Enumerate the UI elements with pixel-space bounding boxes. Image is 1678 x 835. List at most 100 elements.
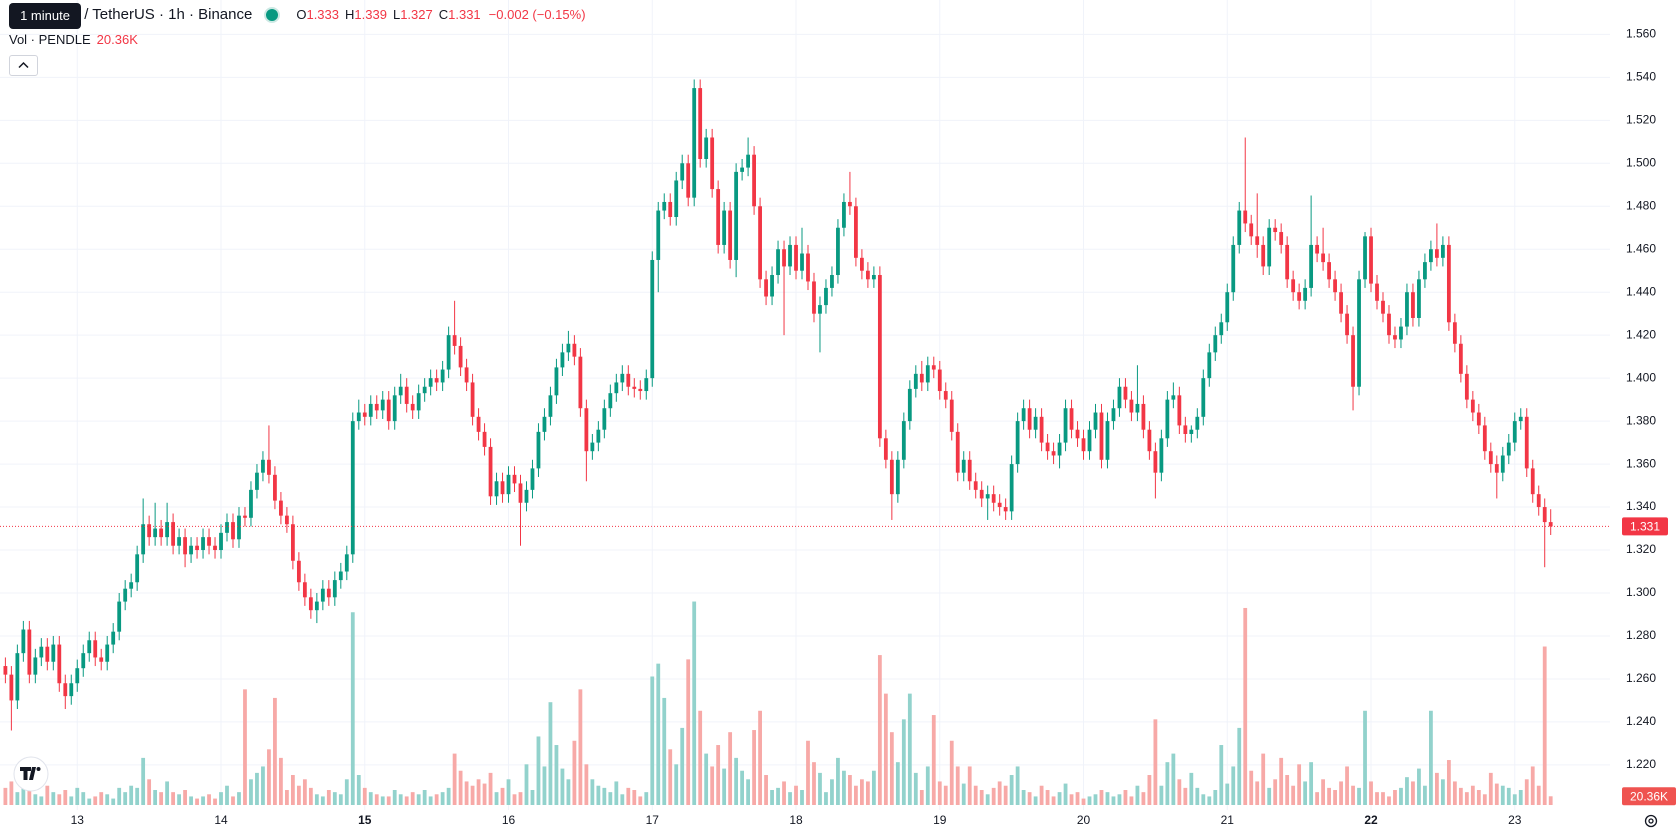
collapse-button[interactable] xyxy=(9,55,38,76)
candle-body xyxy=(63,683,68,697)
candle-body xyxy=(458,345,463,368)
tv-logo[interactable] xyxy=(13,756,49,792)
candle-body xyxy=(189,545,193,555)
candle-body xyxy=(656,210,661,260)
volume-bar xyxy=(1099,790,1104,805)
settings-icon[interactable] xyxy=(1644,814,1658,828)
candle-body xyxy=(1452,322,1457,344)
candle-body xyxy=(901,421,906,460)
volume-bar xyxy=(1488,772,1493,805)
volume-bar xyxy=(1063,783,1068,805)
candle-body xyxy=(506,474,511,495)
legend-key: H xyxy=(345,7,355,22)
volume-bar xyxy=(356,775,361,805)
candle-body xyxy=(1488,451,1493,465)
candle-body xyxy=(302,582,307,598)
volume-bar xyxy=(1237,727,1242,805)
y-tick-label: 1.300 xyxy=(1626,585,1656,599)
volume-bar xyxy=(740,770,745,805)
volume-bar xyxy=(848,775,852,805)
volume-bar xyxy=(296,785,301,805)
y-tick-label: 1.320 xyxy=(1626,542,1656,556)
candle-body xyxy=(674,180,679,218)
volume-bar xyxy=(285,790,289,805)
volume-bar xyxy=(1345,766,1349,805)
candle-body xyxy=(21,629,26,654)
candle-body xyxy=(1369,236,1373,284)
volume-bar xyxy=(440,792,445,805)
candle-body xyxy=(530,468,535,490)
candle-body xyxy=(488,446,493,497)
volume-bar xyxy=(1039,785,1044,805)
volume-bar xyxy=(680,727,685,805)
candle-body xyxy=(854,206,858,258)
candle-body xyxy=(1530,468,1535,495)
candle-body xyxy=(889,459,894,495)
candle-body xyxy=(1339,292,1343,314)
volume-bar xyxy=(620,794,625,805)
candle-body xyxy=(722,210,727,245)
volume-bar xyxy=(1291,785,1296,805)
volume-bar xyxy=(153,790,158,805)
volume-bar xyxy=(410,792,415,805)
volume-bar xyxy=(518,792,523,805)
candle-body xyxy=(1285,244,1290,280)
y-tick-label: 1.540 xyxy=(1626,70,1656,84)
candle-body xyxy=(871,275,876,280)
candle-body xyxy=(1303,287,1308,301)
candle-body xyxy=(1093,412,1098,430)
volume-bar xyxy=(1219,745,1224,805)
x-tick-label: 20 xyxy=(1077,813,1091,827)
candle-body xyxy=(374,403,379,411)
candle-body xyxy=(1351,335,1355,387)
volume-bar xyxy=(488,772,493,805)
candle-body xyxy=(1249,223,1254,237)
candle-body xyxy=(500,481,505,495)
candle-body xyxy=(895,459,900,495)
candle-body xyxy=(1423,262,1427,280)
candle-body xyxy=(1111,408,1116,422)
volume-bar xyxy=(1482,794,1487,805)
candle-body xyxy=(1195,416,1200,430)
volume-bar xyxy=(1446,760,1451,805)
candle-body xyxy=(1482,425,1487,452)
candle-body xyxy=(1051,451,1056,456)
volume-bar xyxy=(596,785,601,805)
volume-bar xyxy=(626,787,631,805)
volume-bar xyxy=(470,785,475,805)
candle-body xyxy=(9,674,14,701)
volume-bar xyxy=(967,766,972,805)
volume-bar xyxy=(1249,770,1254,805)
candle-body xyxy=(1405,292,1409,327)
volume-bar xyxy=(386,796,391,805)
candle-body xyxy=(237,515,241,540)
candle-body xyxy=(1363,236,1367,280)
candle-body xyxy=(608,393,613,409)
candle-body xyxy=(1458,343,1463,374)
volume-bar xyxy=(326,790,331,805)
volume-bar xyxy=(338,794,343,805)
candle-body xyxy=(273,474,277,501)
volume-bar xyxy=(446,787,451,805)
candle-body xyxy=(45,646,50,662)
candle-body xyxy=(1518,416,1523,422)
x-tick-label: 23 xyxy=(1508,813,1522,827)
candle-body xyxy=(955,431,960,473)
volume-bar xyxy=(1279,757,1284,805)
candle-body xyxy=(758,206,762,280)
volume-bar xyxy=(27,790,32,805)
volume-bar xyxy=(919,790,924,805)
candle-body xyxy=(931,365,936,370)
volume-bar xyxy=(476,779,481,805)
candle-body xyxy=(680,163,685,181)
candle-body xyxy=(1279,232,1284,245)
candle-body xyxy=(1524,416,1529,469)
candle-body xyxy=(997,502,1002,508)
volume-bar xyxy=(494,792,499,805)
volume-bar xyxy=(219,792,223,805)
volume-bar xyxy=(913,772,918,805)
candle-body xyxy=(1464,373,1469,400)
volume-bar xyxy=(1171,753,1176,805)
